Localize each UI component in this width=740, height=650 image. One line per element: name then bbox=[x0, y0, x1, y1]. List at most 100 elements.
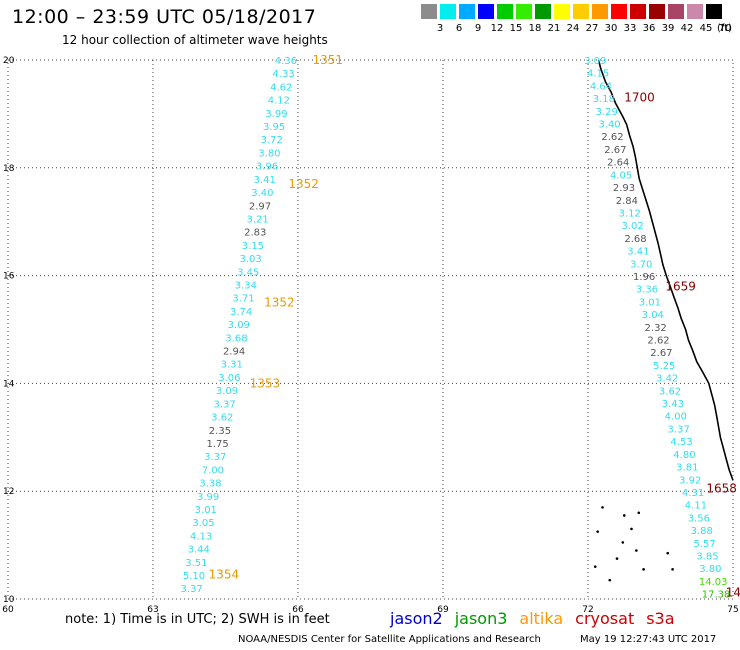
wave-height-value: 3.88 bbox=[691, 526, 713, 537]
wave-height-value: 14.03 bbox=[699, 577, 728, 588]
wave-height-value: 3.92 bbox=[679, 475, 701, 486]
island-marker bbox=[596, 530, 599, 533]
lon-tick-label: 60 bbox=[2, 605, 14, 615]
lon-tick-label: 75 bbox=[727, 605, 738, 615]
wave-height-value: 5.57 bbox=[693, 539, 715, 550]
scale-swatch bbox=[497, 4, 513, 19]
wave-height-value: 3.01 bbox=[195, 505, 217, 516]
wave-height-value: 3.62 bbox=[211, 413, 233, 424]
wave-height-value: 3.38 bbox=[199, 479, 221, 490]
scale-label: 9 bbox=[474, 23, 482, 34]
wave-height-value: 3.71 bbox=[232, 294, 254, 305]
island-marker bbox=[615, 557, 619, 560]
map-subtitle: 12 hour collection of altimeter wave hei… bbox=[62, 33, 328, 47]
wave-height-value: 2.97 bbox=[249, 201, 271, 212]
wave-height-value: 3.18 bbox=[593, 94, 615, 105]
legend-entry: altika bbox=[519, 609, 564, 628]
pass-time-label: 1659 bbox=[665, 279, 696, 293]
scale-label: 45 bbox=[699, 23, 713, 34]
island-marker bbox=[671, 568, 674, 571]
wave-height-value: 4.11 bbox=[685, 501, 707, 512]
island-marker bbox=[621, 541, 625, 544]
scale-swatch bbox=[630, 4, 646, 19]
scale-swatch bbox=[668, 4, 684, 19]
wave-height-value: 3.09 bbox=[216, 386, 238, 397]
wave-height-value: 2.35 bbox=[209, 426, 231, 437]
legend-entry: jason3 bbox=[454, 609, 508, 628]
scale-label: 30 bbox=[604, 23, 618, 34]
wave-height-value: 3.51 bbox=[185, 558, 207, 569]
wave-height-value: 1.96 bbox=[633, 272, 655, 283]
wave-height-value: 2.93 bbox=[613, 183, 635, 194]
pass-time-label: 1354 bbox=[209, 568, 240, 582]
wave-height-value: 3.04 bbox=[642, 310, 664, 321]
scale-swatch bbox=[687, 4, 703, 19]
wave-height-values: 4.36 4.33 4.62 4.12 3.99 3.95 3.72 3.80 3.96 3.41… bbox=[181, 56, 731, 601]
island-marker bbox=[666, 551, 670, 555]
wave-height-value: 3.06 bbox=[218, 373, 240, 384]
wave-height-value: 3.02 bbox=[622, 221, 644, 232]
wave-height-value: 4.15 bbox=[587, 69, 609, 80]
wave-height-value: 3.42 bbox=[656, 374, 678, 385]
wave-height-value: 7.00 bbox=[202, 465, 224, 476]
scale-label: 33 bbox=[623, 23, 637, 34]
wave-height-value: 17.38 bbox=[702, 590, 731, 601]
lon-tick-label: 66 bbox=[292, 605, 304, 615]
legend-entry: s3a bbox=[646, 609, 675, 628]
wave-height-value: 3.36 bbox=[636, 285, 658, 296]
wave-height-value: 3.37 bbox=[214, 399, 236, 410]
scale-swatch bbox=[516, 4, 532, 19]
pass-time-label: 1352 bbox=[264, 296, 295, 310]
units-note: note: 1) Time is in UTC; 2) SWH is in fe… bbox=[65, 612, 330, 627]
wave-height-value: 2.84 bbox=[616, 196, 638, 207]
wave-height-value: 3.03 bbox=[239, 254, 261, 265]
generated-timestamp: May 19 12:27:43 UTC 2017 bbox=[580, 634, 717, 645]
scale-swatch bbox=[478, 4, 494, 19]
wave-height-value: 4.64 bbox=[590, 81, 612, 92]
wave-height-value: 4.31 bbox=[682, 488, 704, 499]
scale-label: 27 bbox=[585, 23, 599, 34]
island-marker bbox=[635, 549, 638, 552]
scale-label: 15 bbox=[509, 23, 523, 34]
wave-height-value: 3.40 bbox=[251, 188, 273, 199]
wave-height-value: 3.41 bbox=[627, 247, 649, 258]
axis-tick-labels: 60 63 66 69 72 75 10 12 14 16 18 20 bbox=[2, 56, 738, 615]
wave-height-value: 3.01 bbox=[639, 297, 661, 308]
wave-height-value: 3.95 bbox=[263, 122, 285, 133]
scale-label: 39 bbox=[661, 23, 675, 34]
wave-height-value: 3.45 bbox=[237, 267, 259, 278]
wave-height-value: 3.68 bbox=[225, 333, 247, 344]
wave-height-value: 2.62 bbox=[647, 336, 669, 347]
scale-swatch bbox=[611, 4, 627, 19]
lat-lon-grid bbox=[8, 60, 733, 599]
pass-time-label: 1351 bbox=[313, 53, 344, 67]
lon-tick-label: 63 bbox=[147, 605, 158, 615]
wave-height-value: 3.09 bbox=[228, 320, 250, 331]
wave-height-value: 4.53 bbox=[670, 437, 692, 448]
wave-height-value: 4.62 bbox=[270, 82, 292, 93]
wave-height-value: 3.72 bbox=[261, 135, 283, 146]
wave-height-value: 3.34 bbox=[235, 280, 257, 291]
scale-label: 6 bbox=[455, 23, 463, 34]
scale-label: 24 bbox=[566, 23, 580, 34]
wave-height-value: 3.37 bbox=[181, 584, 203, 595]
island-marker bbox=[630, 527, 633, 531]
lat-tick-label: 10 bbox=[3, 595, 15, 605]
lon-tick-label: 69 bbox=[437, 605, 449, 615]
wave-height-value: 3.05 bbox=[192, 518, 214, 529]
island-marker bbox=[637, 511, 641, 515]
island-marker bbox=[642, 568, 645, 571]
scale-label: 36 bbox=[642, 23, 656, 34]
lat-tick-label: 14 bbox=[3, 379, 15, 389]
wave-height-value: 3.37 bbox=[204, 452, 226, 463]
island-marker bbox=[601, 506, 604, 509]
scale-label: 42 bbox=[680, 23, 694, 34]
wave-height-value: 3.96 bbox=[256, 162, 278, 173]
wave-height-value: 3.85 bbox=[696, 551, 718, 562]
scale-swatch bbox=[649, 4, 665, 19]
wave-height-value: 2.64 bbox=[607, 158, 629, 169]
wave-height-value: 3.12 bbox=[619, 208, 641, 219]
pass-time-label: 14 bbox=[726, 586, 740, 600]
wave-height-value: 1.75 bbox=[206, 439, 228, 450]
scale-swatch bbox=[573, 4, 589, 19]
